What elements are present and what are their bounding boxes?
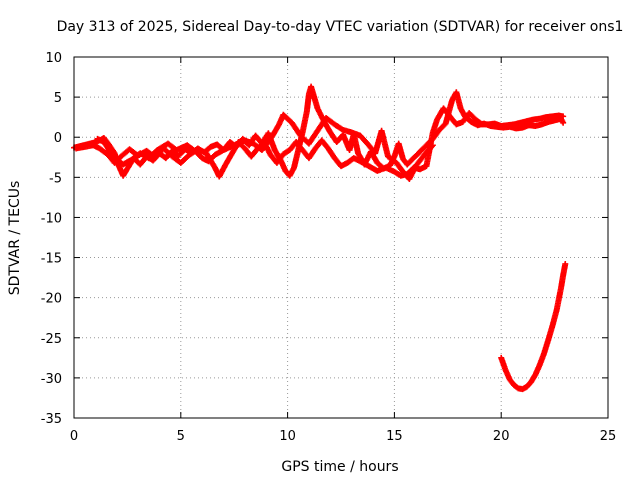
x-tick-label: 0	[70, 429, 78, 444]
plot-frame	[74, 57, 608, 418]
y-tick-label: -25	[41, 332, 62, 347]
chart-title: Day 313 of 2025, Sidereal Day-to-day VTE…	[57, 19, 624, 35]
data-points	[71, 84, 568, 392]
x-axis-label: GPS time / hours	[281, 459, 398, 475]
x-tick-label: 25	[600, 429, 617, 444]
y-tick-label: -35	[41, 412, 62, 427]
x-tick-label: 5	[177, 429, 185, 444]
y-tick-label: -30	[41, 372, 62, 387]
y-tick-label: -10	[41, 211, 62, 226]
y-tick-label: 10	[45, 51, 62, 66]
y-tick-label: -5	[49, 171, 62, 186]
x-tick-label: 10	[279, 429, 296, 444]
x-tick-label: 15	[386, 429, 403, 444]
x-tick-label: 20	[493, 429, 510, 444]
grid	[74, 57, 608, 418]
y-tick-label: -15	[41, 252, 62, 267]
y-tick-label: -20	[41, 292, 62, 307]
y-tick-label: 5	[54, 91, 62, 106]
y-axis-label: SDTVAR / TECUs	[7, 181, 23, 296]
y-tick-label: 0	[54, 131, 62, 146]
chart: Day 313 of 2025, Sidereal Day-to-day VTE…	[0, 0, 640, 480]
